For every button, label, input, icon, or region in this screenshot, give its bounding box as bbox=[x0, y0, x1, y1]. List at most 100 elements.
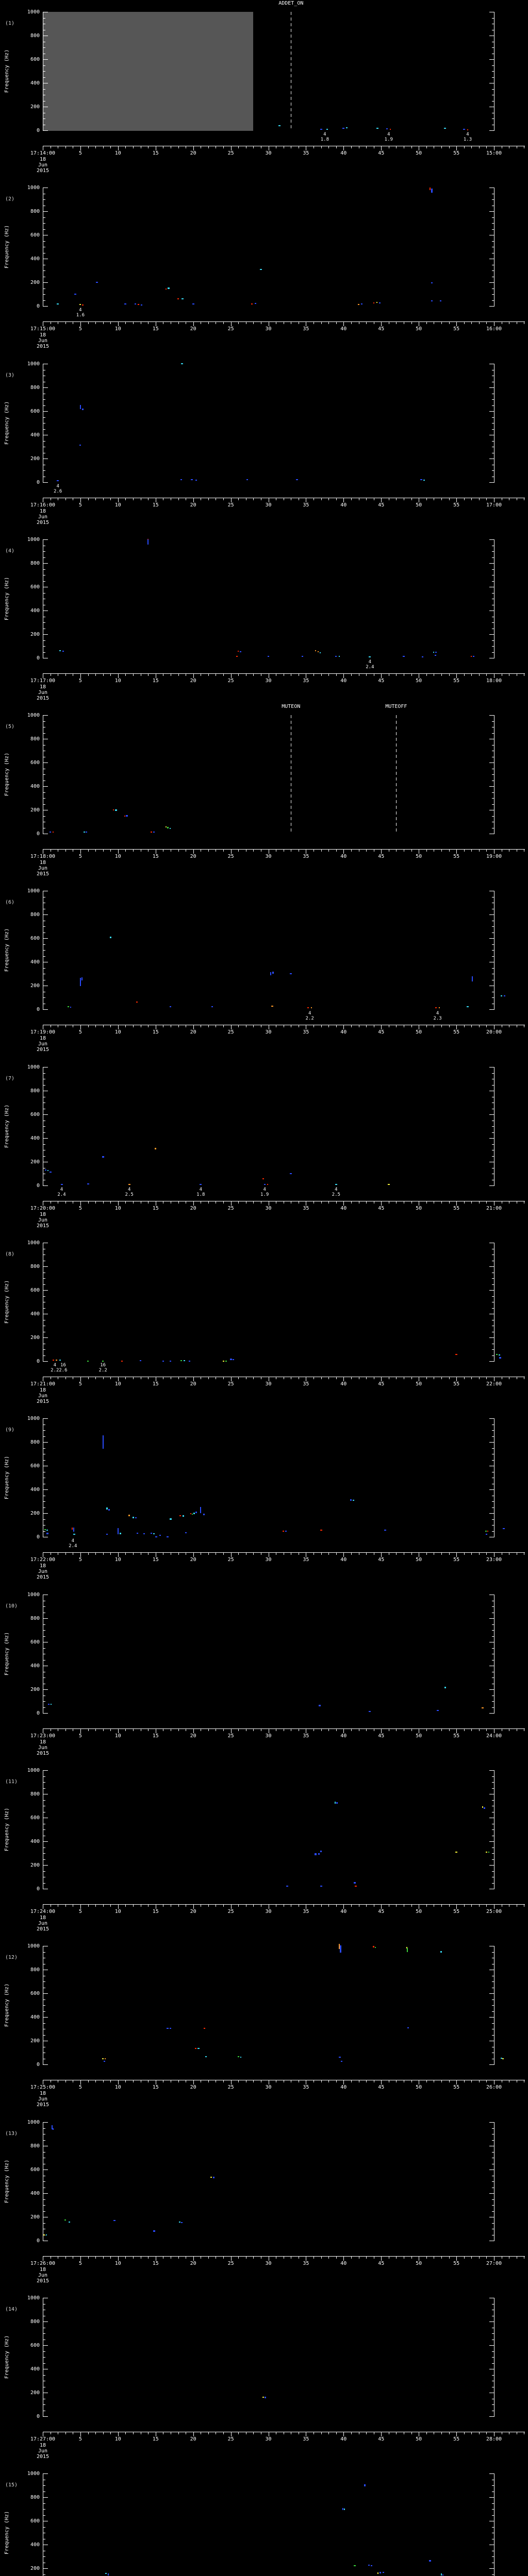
x-tick bbox=[118, 2432, 119, 2436]
x-tick bbox=[321, 498, 322, 500]
y-tick bbox=[489, 1185, 494, 1186]
x-tick bbox=[178, 1201, 179, 1204]
detection-mark bbox=[423, 479, 425, 481]
x-tick bbox=[478, 498, 480, 500]
panel-index: (12) bbox=[5, 1955, 18, 1960]
x-tick bbox=[95, 2432, 96, 2434]
x-tick bbox=[133, 2432, 134, 2434]
y-tick bbox=[43, 1636, 45, 1637]
x-tick-label: 10 bbox=[114, 1733, 121, 1739]
x-tick-label: 45 bbox=[378, 1206, 385, 1211]
date-label: 18 bbox=[39, 1387, 46, 1393]
y-tick-label: 200 bbox=[30, 1862, 40, 1868]
detection-mark bbox=[482, 1707, 484, 1708]
x-tick bbox=[95, 850, 96, 852]
x-tick bbox=[80, 146, 81, 150]
y-tick-label: 0 bbox=[36, 1886, 40, 1892]
x-tick bbox=[133, 2080, 134, 2082]
x-tick-label: 40 bbox=[340, 150, 347, 156]
x-tick bbox=[486, 2432, 487, 2434]
date-label: Jun bbox=[38, 162, 48, 168]
detection-mark bbox=[283, 1530, 285, 1532]
x-tick-label: 15 bbox=[152, 2436, 159, 2442]
y-tick bbox=[43, 1519, 45, 1520]
x-tick-label: 30 bbox=[265, 1909, 272, 1914]
detection-mark bbox=[444, 1687, 446, 1689]
y-tick-label: 400 bbox=[30, 256, 40, 262]
x-tick-label: 40 bbox=[340, 1909, 347, 1914]
detection-mark bbox=[406, 1946, 407, 1948]
x-tick bbox=[441, 1553, 442, 1555]
y-tick-label: 1000 bbox=[27, 9, 40, 15]
detection-mark bbox=[373, 1945, 375, 1947]
detection-mark bbox=[440, 300, 441, 301]
y-tick bbox=[492, 2181, 494, 2182]
y-tick-label: 200 bbox=[30, 1687, 40, 1692]
x-tick-label: 30 bbox=[265, 2261, 272, 2266]
detection-mark bbox=[232, 1359, 234, 1361]
spectrogram-panel-11: (11) Frequency (Hz) 0 200 400 600 800 1000 5 10 15… bbox=[0, 1758, 528, 1934]
x-axis bbox=[43, 2256, 525, 2257]
detection-mark bbox=[315, 650, 317, 652]
y-tick-label: 400 bbox=[30, 2542, 40, 2548]
detection-mark bbox=[181, 2222, 183, 2223]
detection-mark bbox=[496, 1354, 498, 1355]
x-tick bbox=[456, 2257, 457, 2261]
detection-label: 4 bbox=[53, 1363, 56, 1368]
x-tick-label: 40 bbox=[340, 678, 347, 684]
y-tick bbox=[43, 1430, 45, 1431]
x-tick bbox=[471, 322, 472, 324]
y-tick bbox=[492, 1355, 494, 1356]
y-tick bbox=[43, 282, 48, 283]
y-tick bbox=[492, 1859, 494, 1860]
detection-mark bbox=[87, 1360, 89, 1362]
y-tick bbox=[492, 1981, 494, 1982]
detection-label: 4 bbox=[323, 132, 326, 137]
panel-index: (3) bbox=[5, 372, 15, 378]
detection-mark bbox=[167, 1536, 169, 1537]
detection-mark bbox=[487, 1531, 489, 1532]
y-tick bbox=[492, 1156, 494, 1157]
detection-mark bbox=[473, 656, 475, 657]
frequency-axis-label: Frequency (Hz) bbox=[4, 1455, 10, 1500]
x-tick-label: 25 bbox=[227, 854, 234, 859]
x-axis bbox=[43, 1904, 525, 1905]
y-tick bbox=[43, 563, 48, 564]
detection-mark bbox=[278, 125, 281, 126]
x-tick-label: 15 bbox=[152, 502, 159, 508]
detection-mark bbox=[240, 651, 241, 652]
x-tick bbox=[321, 1025, 322, 1027]
x-tick-label: 15 bbox=[152, 854, 159, 859]
detection-mark bbox=[167, 827, 169, 828]
x-tick bbox=[253, 1905, 254, 1907]
x-tick bbox=[65, 1025, 66, 1027]
x-tick bbox=[95, 1025, 96, 1027]
detection-label: 4 bbox=[199, 1187, 202, 1192]
x-tick bbox=[478, 850, 480, 852]
time-end-label: 25:00 bbox=[486, 1909, 502, 1914]
y-tick bbox=[492, 2509, 494, 2510]
detection-mark bbox=[358, 303, 359, 305]
x-tick bbox=[411, 1729, 412, 1731]
y-tick bbox=[492, 1084, 494, 1086]
detection-mark bbox=[267, 1184, 268, 1185]
x-tick bbox=[80, 2257, 81, 2261]
time-end-label: 26:00 bbox=[486, 2084, 502, 2090]
x-tick-label: 10 bbox=[114, 502, 121, 508]
x-tick bbox=[396, 2257, 397, 2259]
x-tick bbox=[80, 1553, 81, 1557]
y-tick bbox=[489, 2497, 494, 2498]
time-end-label: 22:00 bbox=[486, 1381, 502, 1387]
y-tick bbox=[43, 387, 48, 388]
detection-mark bbox=[499, 1357, 501, 1359]
x-tick bbox=[80, 1025, 81, 1029]
y-tick bbox=[492, 18, 494, 19]
x-tick-label: 55 bbox=[453, 1206, 460, 1211]
detection-mark bbox=[485, 1851, 487, 1853]
x-tick bbox=[125, 1025, 126, 1027]
x-tick bbox=[381, 1729, 382, 1733]
y-tick bbox=[492, 1436, 494, 1437]
x-tick bbox=[464, 1377, 465, 1379]
detection-mark bbox=[47, 1170, 49, 1172]
detection-mark bbox=[70, 1006, 71, 1008]
